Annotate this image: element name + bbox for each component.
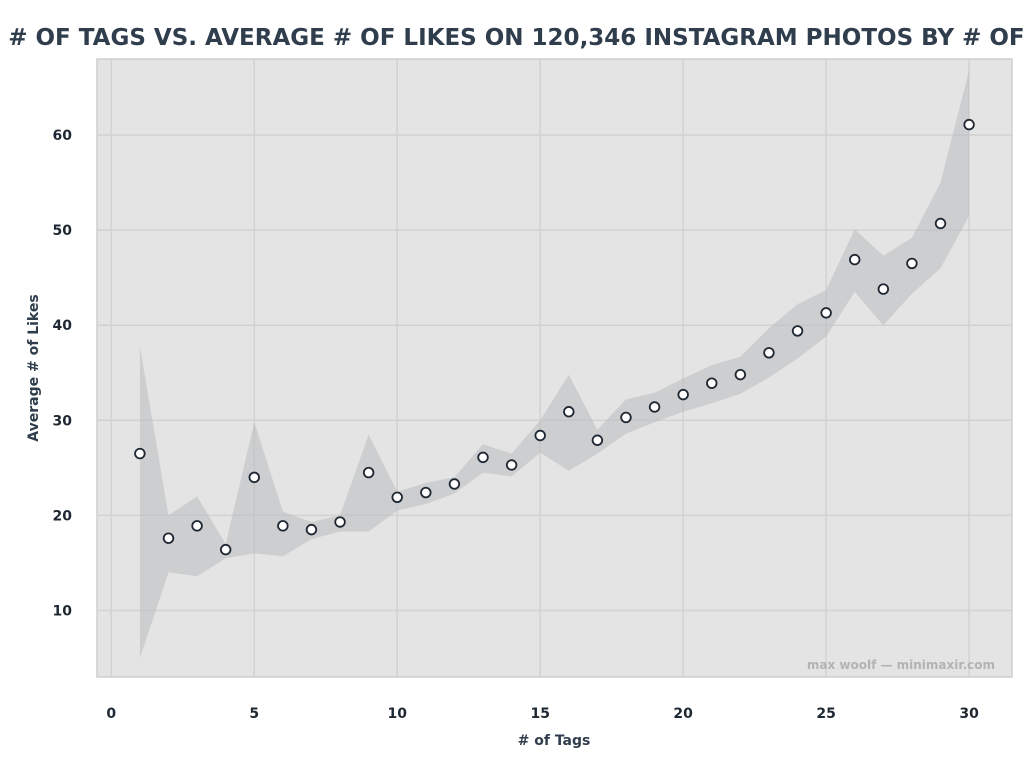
data-point [420, 486, 432, 499]
data-point [820, 307, 832, 319]
data-point [677, 388, 689, 401]
y-tick-label: 50 [53, 223, 73, 239]
data-point [134, 447, 146, 460]
data-point [563, 406, 575, 418]
data-point [362, 466, 375, 479]
x-axis-ticks: 0 5 10 15 20 25 30 [106, 706, 979, 722]
data-point [906, 257, 918, 270]
data-point [219, 543, 232, 556]
credit-watermark: max woolf — minimaxir.com [807, 658, 995, 672]
data-point [162, 532, 175, 544]
data-point [505, 459, 518, 471]
data-point [591, 434, 604, 446]
gridlines [97, 59, 1012, 677]
data-points [134, 118, 975, 556]
data-point [963, 118, 975, 131]
data-point [706, 377, 718, 389]
data-point [477, 451, 489, 464]
chart-title: # OF TAGS VS. AVERAGE # OF LIKES ON 120,… [8, 25, 1024, 51]
x-tick-label: 10 [387, 706, 407, 722]
x-tick-label: 25 [816, 706, 835, 722]
data-point [648, 401, 661, 413]
plot-panel-border [96, 58, 1013, 678]
x-tick-label: 5 [249, 706, 259, 722]
data-point [763, 347, 775, 359]
data-point [334, 516, 346, 528]
data-point [448, 478, 461, 490]
data-point [849, 253, 861, 266]
data-point [791, 325, 804, 337]
y-tick-label: 30 [53, 413, 73, 429]
x-tick-label: 20 [673, 706, 693, 722]
data-point [391, 491, 403, 504]
y-tick-label: 40 [53, 318, 73, 334]
x-tick-label: 0 [106, 706, 116, 722]
data-point [534, 429, 546, 442]
confidence-band [139, 70, 970, 658]
x-tick-label: 30 [959, 706, 979, 722]
x-tick-label: 15 [530, 706, 549, 722]
data-point [620, 411, 632, 424]
data-point [934, 217, 947, 230]
y-axis-ticks: 10 20 30 40 50 60 [53, 128, 73, 619]
data-point [877, 283, 890, 295]
y-axis-label: Average # of Likes [26, 294, 42, 441]
x-axis-label: # of Tags [518, 733, 591, 749]
plot-panel [97, 59, 1012, 677]
y-tick-label: 20 [53, 508, 73, 524]
y-tick-label: 10 [53, 603, 73, 619]
data-point [305, 523, 318, 536]
data-point [248, 471, 260, 484]
data-point [734, 368, 747, 381]
y-tick-label: 60 [53, 128, 73, 144]
data-point [277, 520, 289, 532]
data-point [191, 520, 203, 532]
